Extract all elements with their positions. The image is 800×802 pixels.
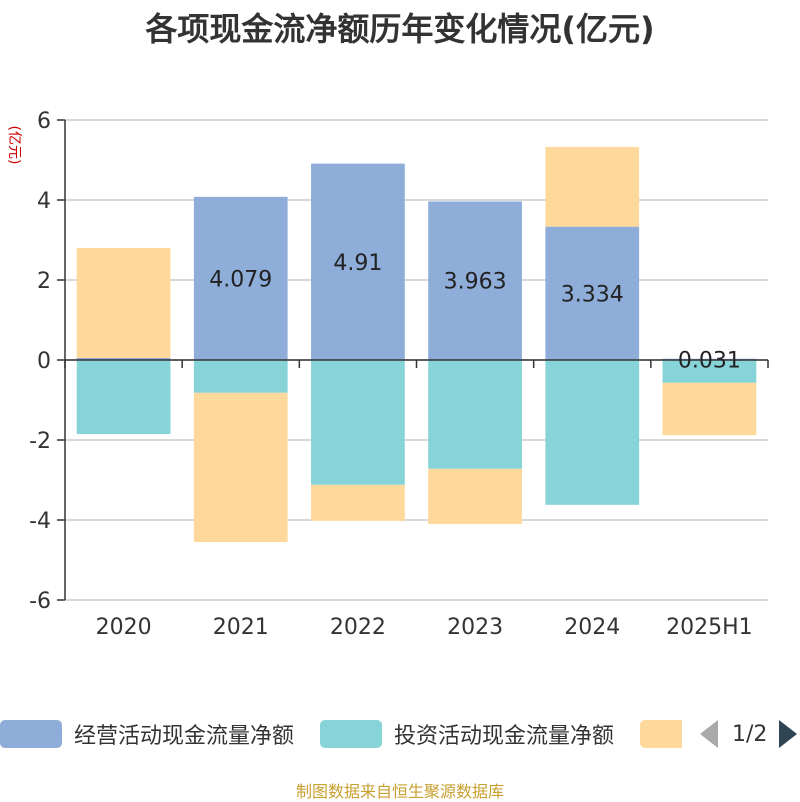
- data-source-note: 制图数据来自恒生聚源数据库: [295, 782, 504, 801]
- x-tick-label: 2020: [96, 615, 152, 640]
- bar-chart: -6 -4 -2 0 2 4 6 2020 2021 2022 2023 2024 2025H1 4.0…: [6, 109, 769, 640]
- legend-swatch-operating: [0, 720, 62, 748]
- chart-title: 各项现金流净额历年变化情况(亿元): [145, 10, 655, 48]
- y-axis-label: (亿元): [6, 126, 22, 165]
- legend-item-investing[interactable]: 投资活动现金流量净额: [320, 714, 614, 754]
- bar-segment-2024-s2[interactable]: [545, 147, 640, 227]
- bar-segment-2024-s1[interactable]: [545, 360, 640, 505]
- legend-swatch-investing: [320, 720, 382, 748]
- y-tick-label: 6: [37, 109, 51, 134]
- bar-segment-2022-s1[interactable]: [311, 360, 405, 485]
- y-tick-label: 0: [37, 349, 51, 374]
- y-tick-label: -2: [29, 429, 51, 454]
- legend-item-operating[interactable]: 经营活动现金流量净额: [0, 714, 294, 754]
- y-tick-label: 2: [37, 269, 51, 294]
- data-label-2025H1: 0.031: [678, 348, 741, 373]
- data-label-2022: 4.91: [333, 251, 382, 276]
- y-tick-label: 4: [37, 189, 51, 214]
- bar-segment-2025H1-s1[interactable]: [662, 360, 757, 383]
- x-tick-label: 2025H1: [666, 615, 753, 640]
- bar-segment-2023-s1[interactable]: [428, 360, 522, 469]
- bar-segment-2021-s2[interactable]: [193, 392, 288, 542]
- legend-item-financing[interactable]: [640, 714, 682, 754]
- bar-segment-2021-s1[interactable]: [193, 360, 288, 393]
- bar-segment-2023-s2[interactable]: [428, 468, 522, 524]
- y-tick-label: -6: [29, 589, 51, 614]
- y-tick-label: -4: [29, 509, 51, 534]
- bars: [76, 147, 757, 542]
- bar-segment-2022-s0[interactable]: [311, 163, 405, 360]
- axes: -6 -4 -2 0 2 4 6 2020 2021 2022 2023 2024 2025H1: [29, 109, 769, 640]
- bar-segment-2023-s0[interactable]: [428, 201, 522, 360]
- bar-segment-2022-s2[interactable]: [311, 484, 405, 521]
- x-tick-label: 2021: [213, 615, 269, 640]
- legend-label-operating: 经营活动现金流量净额: [74, 724, 295, 749]
- x-tick-label: 2023: [447, 615, 503, 640]
- legend-label-investing: 投资活动现金流量净额: [394, 724, 615, 749]
- legend-swatch-financing: [640, 720, 682, 748]
- bar-segment-2020-s0[interactable]: [76, 358, 171, 360]
- bar-segment-2020-s2[interactable]: [76, 248, 171, 358]
- chevron-left-icon[interactable]: [700, 720, 718, 748]
- data-labels: 4.079 4.91 3.963 3.334 0.031: [209, 251, 741, 374]
- data-label-2021: 4.079: [209, 267, 272, 292]
- bar-segment-2025H1-s2[interactable]: [662, 382, 757, 436]
- bar-segment-2021-s0[interactable]: [193, 196, 288, 360]
- data-label-2023: 3.963: [444, 270, 507, 295]
- legend-page-indicator: 1/2: [732, 721, 768, 747]
- legend: 经营活动现金流量净额 投资活动现金流量净额: [0, 714, 800, 754]
- bar-segment-2020-s1[interactable]: [76, 360, 171, 434]
- data-label-2024: 3.334: [561, 282, 624, 307]
- x-tick-label: 2024: [564, 615, 620, 640]
- bar-segment-2024-s0[interactable]: [545, 226, 640, 360]
- legend-pager: 1/2: [700, 714, 798, 754]
- x-tick-label: 2022: [330, 615, 386, 640]
- chevron-right-icon[interactable]: [779, 720, 798, 748]
